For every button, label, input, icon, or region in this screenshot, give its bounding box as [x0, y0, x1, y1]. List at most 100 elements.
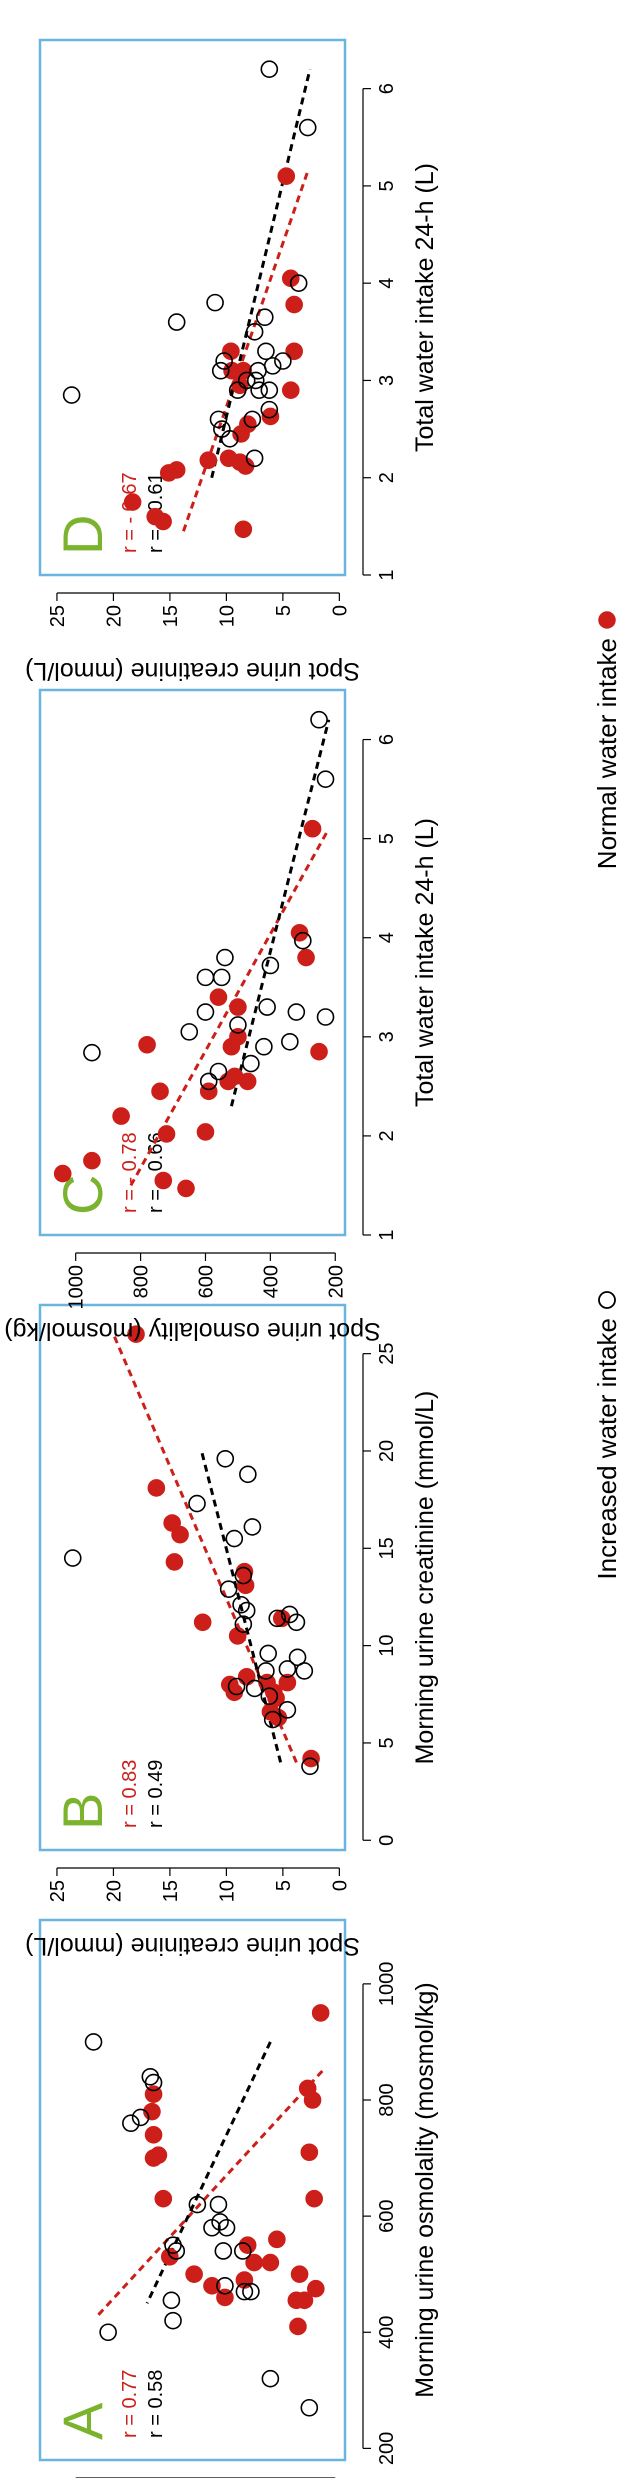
- x-tick-label: 200: [376, 2432, 398, 2465]
- point-increased: [62, 386, 81, 404]
- point-increased: [301, 1757, 319, 1776]
- panel-frame: [38, 38, 347, 577]
- point-normal: [154, 2189, 173, 2208]
- point-increased: [233, 2242, 252, 2260]
- point-increased: [288, 1648, 307, 1667]
- y-tick-label: 20: [103, 605, 125, 627]
- point-normal: [237, 1667, 256, 1686]
- y-axis-label: Spot urine osmolality (mosmol/kg): [4, 1317, 381, 1345]
- x-tick-label: 5: [376, 180, 398, 191]
- x-tick-label: 6: [376, 734, 398, 745]
- point-increased: [261, 2369, 280, 2388]
- point-normal: [199, 451, 218, 470]
- point-increased: [215, 352, 233, 370]
- x-tick-label: 1000: [376, 1962, 398, 2007]
- panel-b: 0 5 10 15 20 25 Morning urine creatinine (mmol…: [25, 1303, 439, 1960]
- point-normal: [83, 1151, 101, 1170]
- panel-letter: D: [51, 515, 114, 555]
- x-tick-label: 1: [376, 569, 398, 580]
- point-increased: [249, 361, 267, 380]
- legend-normal: Normal water intake: [592, 611, 622, 869]
- point-increased: [261, 956, 280, 975]
- y-axis-label: Spot urine creatinine (mmol/L): [25, 657, 360, 685]
- point-normal: [157, 1125, 176, 1143]
- point-normal: [285, 342, 303, 361]
- point-increased: [274, 352, 292, 370]
- point-increased: [235, 2282, 254, 2301]
- point-normal: [219, 449, 238, 468]
- y-tick-label: 20: [103, 1880, 125, 1902]
- y-tick-label: 1000: [66, 1265, 88, 1310]
- point-increased: [220, 430, 239, 448]
- y-tick-label: 5: [273, 1880, 295, 1891]
- point-normal: [261, 2253, 280, 2272]
- point-normal: [225, 1067, 244, 1086]
- point-normal: [171, 1525, 189, 1544]
- point-increased: [131, 2108, 150, 2127]
- y-tick-label: 10: [216, 1880, 238, 1902]
- point-increased: [260, 1687, 279, 1706]
- panel-letter: A: [51, 2402, 114, 2440]
- x-tick-label: 800: [376, 2083, 398, 2116]
- panel-frame: [38, 1303, 347, 1852]
- legend-increased: Increased water intake: [592, 1291, 622, 1580]
- x-tick-label: 10: [376, 1635, 398, 1657]
- point-increased: [228, 381, 247, 399]
- point-normal: [289, 2317, 307, 2336]
- point-increased: [232, 1595, 250, 1614]
- point-increased: [211, 361, 230, 380]
- y-tick-label: 25: [47, 1880, 69, 1902]
- legend-increased-label: Increased water intake: [592, 1318, 622, 1580]
- point-increased: [209, 1062, 228, 1081]
- r-increased-label: r = 0.58: [145, 2370, 167, 2438]
- point-increased: [263, 1710, 282, 1729]
- r-normal-label: r = 0.83: [119, 1760, 141, 1828]
- point-increased: [216, 2277, 234, 2295]
- point-increased: [245, 323, 264, 341]
- point-normal: [177, 1179, 195, 1198]
- point-increased: [188, 2195, 207, 2214]
- point-increased: [99, 2323, 117, 2342]
- y-tick-label: 25: [47, 605, 69, 627]
- point-normal: [112, 1107, 130, 1125]
- point-increased: [180, 1023, 199, 1041]
- y-tick-label: 400: [260, 1265, 282, 1298]
- point-increased: [196, 1003, 215, 1021]
- point-normal: [138, 1035, 156, 1054]
- y-tick-label: 5: [273, 605, 295, 616]
- point-increased: [281, 1032, 299, 1051]
- y-tick-label: 0: [329, 605, 351, 616]
- x-axis-label: Morning urine creatinine (mmol/L): [411, 1391, 439, 1765]
- point-normal: [144, 2126, 163, 2144]
- point-increased: [250, 381, 268, 399]
- point-increased: [257, 1662, 275, 1680]
- y-tick-label: 600: [195, 1265, 217, 1298]
- x-tick-label: 6: [376, 83, 398, 94]
- point-increased: [199, 1072, 218, 1091]
- point-increased: [278, 1701, 297, 1719]
- y-tick-label: 15: [160, 1880, 182, 1902]
- point-increased: [234, 1566, 253, 1585]
- point-increased: [234, 1615, 253, 1634]
- fit-line-increased: [229, 719, 331, 1107]
- fit-line-increased: [210, 68, 312, 479]
- point-increased: [287, 1613, 306, 1632]
- y-tick-label: 800: [131, 1265, 153, 1298]
- point-increased: [84, 2033, 103, 2051]
- x-tick-label: 2: [376, 472, 398, 483]
- point-increased: [255, 308, 274, 327]
- point-normal: [278, 1673, 297, 1692]
- point-increased: [246, 371, 265, 390]
- point-increased: [298, 118, 317, 137]
- point-normal: [123, 493, 142, 511]
- point-increased: [260, 400, 279, 419]
- point-normal: [222, 342, 240, 361]
- point-increased: [217, 2218, 236, 2237]
- point-normal: [311, 2004, 330, 2022]
- y-tick-label: 0: [329, 1880, 351, 1891]
- point-normal: [234, 520, 253, 539]
- point-normal: [203, 2277, 221, 2295]
- point-increased: [83, 1043, 101, 1062]
